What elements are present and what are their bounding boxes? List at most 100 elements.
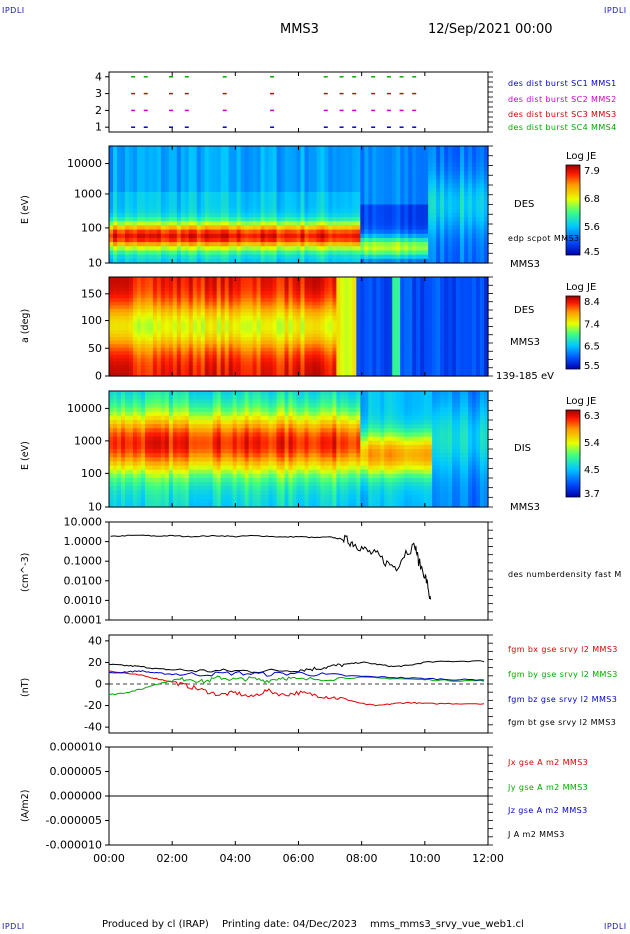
spectrogram-cell: [388, 217, 393, 222]
spectrogram-cell: [112, 258, 118, 264]
spectrogram-cell: [204, 208, 210, 214]
spectrogram-cell: [148, 146, 154, 151]
spectrogram-cell: [120, 196, 126, 201]
spectrogram-cell: [432, 354, 437, 359]
spectrogram-cell: [448, 191, 453, 197]
spectrogram-cell: [124, 351, 130, 356]
spectrogram-cell: [392, 298, 397, 303]
spectrogram-cell: [260, 208, 266, 214]
spectrogram-cell: [392, 322, 397, 328]
spectrogram-cell: [356, 315, 361, 321]
spectrogram-cell: [312, 179, 318, 185]
spectrogram-cell: [172, 330, 178, 335]
spectrogram-cell: [132, 347, 138, 352]
spectrogram-cell: [344, 250, 349, 256]
spectrogram-cell: [400, 368, 405, 374]
spectrogram-cell: [208, 196, 214, 201]
spectrogram-cell: [208, 150, 214, 155]
spectrogram-cell: [364, 351, 369, 356]
spectrogram-cell: [256, 217, 262, 222]
spectrogram-cell: [188, 258, 194, 264]
spectrogram-cell: [308, 162, 314, 168]
spectrogram-cell: [436, 229, 441, 235]
spectrogram-cell: [312, 217, 318, 222]
spectrogram-cell: [220, 358, 226, 363]
spectrogram-cell: [152, 287, 158, 292]
spectrogram-cell: [280, 150, 286, 155]
spectrogram-cell: [192, 225, 198, 231]
spectrogram-cell: [388, 287, 393, 292]
spectrogram-cell: [148, 340, 154, 345]
spectrogram-cell: [109, 237, 114, 243]
spectrogram-cell: [228, 333, 234, 338]
spectrogram-cell: [176, 312, 182, 317]
spectrogram-cell: [256, 365, 262, 370]
spectrogram-cell: [264, 146, 270, 151]
datetime-title: 12/Sep/2021 00:00: [428, 22, 553, 37]
spectrogram-cell: [192, 326, 198, 331]
spectrogram-cell: [244, 254, 250, 260]
spectrogram-cell: [116, 326, 122, 331]
spectrogram-cell: [400, 330, 405, 335]
spectrogram-cell: [400, 319, 405, 324]
spectrogram-cell: [212, 287, 218, 292]
spectrogram-cell: [236, 277, 242, 282]
spectrogram-cell: [348, 229, 353, 235]
spectrogram-cell: [136, 179, 142, 185]
spectrogram-cell: [384, 312, 389, 317]
spectrogram-cell: [156, 301, 162, 306]
spectrogram-cell: [216, 330, 222, 335]
spectrogram-cell: [144, 337, 150, 342]
spectrogram-cell: [324, 330, 330, 335]
spectrogram-cell: [256, 301, 262, 306]
spectrogram-cell: [216, 284, 222, 289]
spectrogram-cell: [132, 277, 138, 282]
spectrogram-cell: [420, 158, 425, 164]
spectrogram-cell: [252, 322, 258, 328]
spectrogram-cell: [308, 179, 314, 185]
spectrogram-cell: [204, 162, 210, 168]
spectrogram-cell: [428, 280, 433, 285]
spectrogram-cell: [412, 368, 417, 374]
spectrogram-cell: [304, 308, 310, 313]
spectrogram-cell: [184, 175, 190, 181]
spectrogram-cell: [388, 284, 393, 289]
spectrogram-cell: [420, 298, 425, 303]
spectrogram-cell: [408, 354, 413, 359]
spectrogram-cell: [400, 308, 405, 313]
spectrogram-cell: [124, 368, 130, 374]
spectrogram-cell: [156, 340, 162, 345]
spectrogram-cell: [224, 361, 230, 366]
spectrogram-cell: [272, 171, 278, 176]
spectrogram-cell: [260, 212, 266, 218]
spectrogram-cell: [264, 204, 270, 210]
spectrogram-cell: [188, 280, 194, 285]
spectrogram-cell: [132, 166, 138, 172]
spectrogram-cell: [304, 280, 310, 285]
spectrogram-cell: [188, 305, 194, 310]
spectrogram-cell: [272, 196, 278, 201]
spectrogram-cell: [460, 242, 465, 247]
spectrogram-cell: [260, 351, 266, 356]
spectrogram-cell: [324, 301, 330, 306]
spectrogram-cell: [396, 250, 401, 256]
spectrogram-cell: [176, 344, 182, 349]
spectrogram-cell: [476, 200, 481, 206]
spectrogram-cell: [300, 242, 306, 247]
spectrogram-cell: [384, 162, 389, 168]
spectrogram-cell: [216, 217, 222, 222]
spectrogram-cell: [132, 196, 138, 201]
spectrogram-cell: [132, 200, 138, 206]
spectrogram-cell: [204, 229, 210, 235]
spectrogram-cell: [364, 204, 369, 210]
spectrogram-cell: [432, 171, 437, 176]
spectrogram-cell: [432, 158, 437, 164]
spectrogram-cell: [128, 315, 134, 321]
spectrogram-cell: [124, 361, 130, 366]
spectrogram-cell: [184, 333, 190, 338]
spectrogram-cell: [344, 175, 349, 181]
spectrogram-cell: [312, 162, 318, 168]
spectrogram-cell: [168, 150, 174, 155]
spectrogram-cell: [292, 308, 298, 313]
spectrogram-cell: [460, 196, 465, 201]
